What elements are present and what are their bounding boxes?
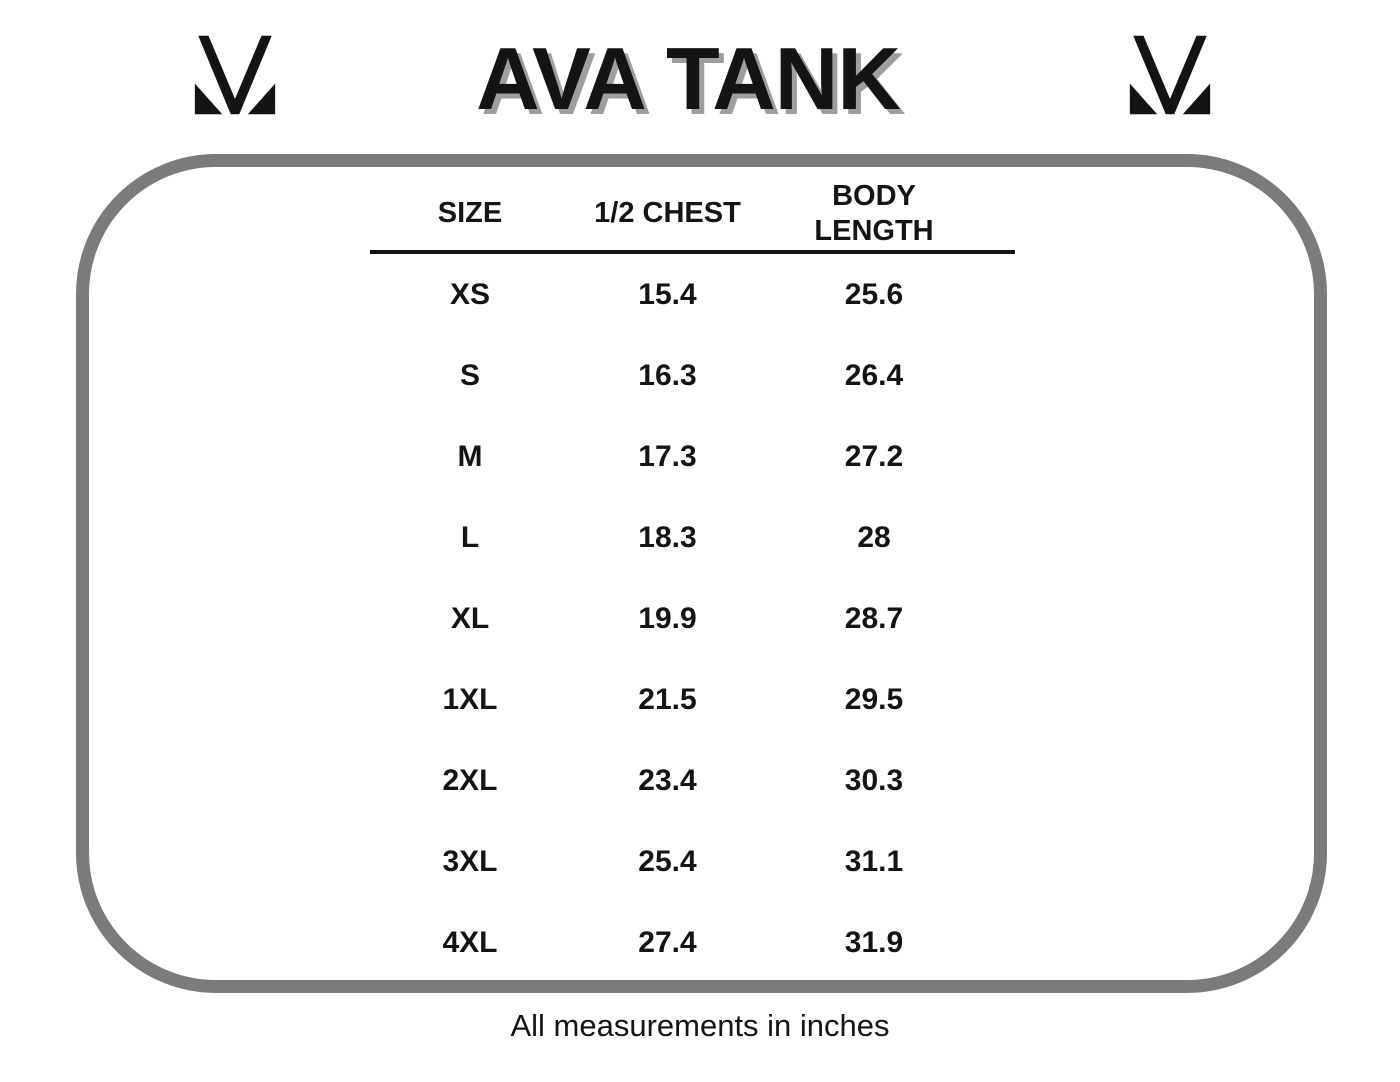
size-cell: M bbox=[457, 439, 483, 473]
size-chart-header-row: SIZE 1/2 CHEST BODY LENGTH bbox=[370, 178, 1015, 254]
column-header-half-chest: 1/2 CHEST bbox=[594, 197, 741, 230]
body-length-cell: 29.5 bbox=[844, 682, 904, 716]
table-row: M 17.3 27.2 bbox=[370, 416, 1015, 497]
m-logo-icon bbox=[188, 29, 282, 121]
half-chest-cell: 16.3 bbox=[638, 358, 697, 392]
table-row: XS 15.4 25.6 bbox=[370, 254, 1015, 335]
size-cell: XS bbox=[449, 277, 491, 311]
column-header-body-length: BODY LENGTH bbox=[814, 179, 934, 247]
half-chest-cell: 19.9 bbox=[638, 601, 697, 635]
body-length-cell: 25.6 bbox=[844, 277, 904, 311]
body-length-cell: 31.1 bbox=[844, 844, 904, 878]
page-title: AVA TANK bbox=[476, 29, 901, 128]
half-chest-cell: 25.4 bbox=[638, 844, 697, 878]
size-chart: SIZE 1/2 CHEST BODY LENGTH XS 15.4 25.6 … bbox=[370, 178, 1015, 983]
size-cell: 2XL bbox=[442, 763, 498, 797]
size-cell: XL bbox=[450, 601, 490, 635]
table-row: 2XL 23.4 30.3 bbox=[370, 740, 1015, 821]
half-chest-cell: 21.5 bbox=[638, 682, 697, 716]
column-header-size: SIZE bbox=[437, 197, 503, 230]
table-row: 1XL 21.5 29.5 bbox=[370, 659, 1015, 740]
table-row: S 16.3 26.4 bbox=[370, 335, 1015, 416]
half-chest-cell: 18.3 bbox=[638, 520, 697, 554]
size-cell: 4XL bbox=[442, 925, 498, 959]
table-row: L 18.3 28 bbox=[370, 497, 1015, 578]
footer-note: All measurements in inches bbox=[510, 1008, 890, 1043]
size-chart-frame bbox=[76, 154, 1327, 993]
size-cell: L bbox=[460, 520, 480, 554]
size-cell: S bbox=[459, 358, 480, 392]
size-cell: 1XL bbox=[442, 682, 498, 716]
table-row: 4XL 27.4 31.9 bbox=[370, 902, 1015, 983]
body-length-cell: 26.4 bbox=[844, 358, 904, 392]
body-length-cell: 31.9 bbox=[844, 925, 904, 959]
half-chest-cell: 27.4 bbox=[638, 925, 697, 959]
half-chest-cell: 23.4 bbox=[638, 763, 697, 797]
body-length-cell: 28.7 bbox=[844, 601, 904, 635]
body-length-cell: 30.3 bbox=[844, 763, 904, 797]
table-row: 3XL 25.4 31.1 bbox=[370, 821, 1015, 902]
m-logo-icon bbox=[1123, 29, 1217, 121]
size-cell: 3XL bbox=[442, 844, 498, 878]
body-length-cell: 28 bbox=[857, 520, 891, 554]
half-chest-cell: 15.4 bbox=[638, 277, 697, 311]
table-row: XL 19.9 28.7 bbox=[370, 578, 1015, 659]
half-chest-cell: 17.3 bbox=[638, 439, 697, 473]
body-length-cell: 27.2 bbox=[844, 439, 904, 473]
